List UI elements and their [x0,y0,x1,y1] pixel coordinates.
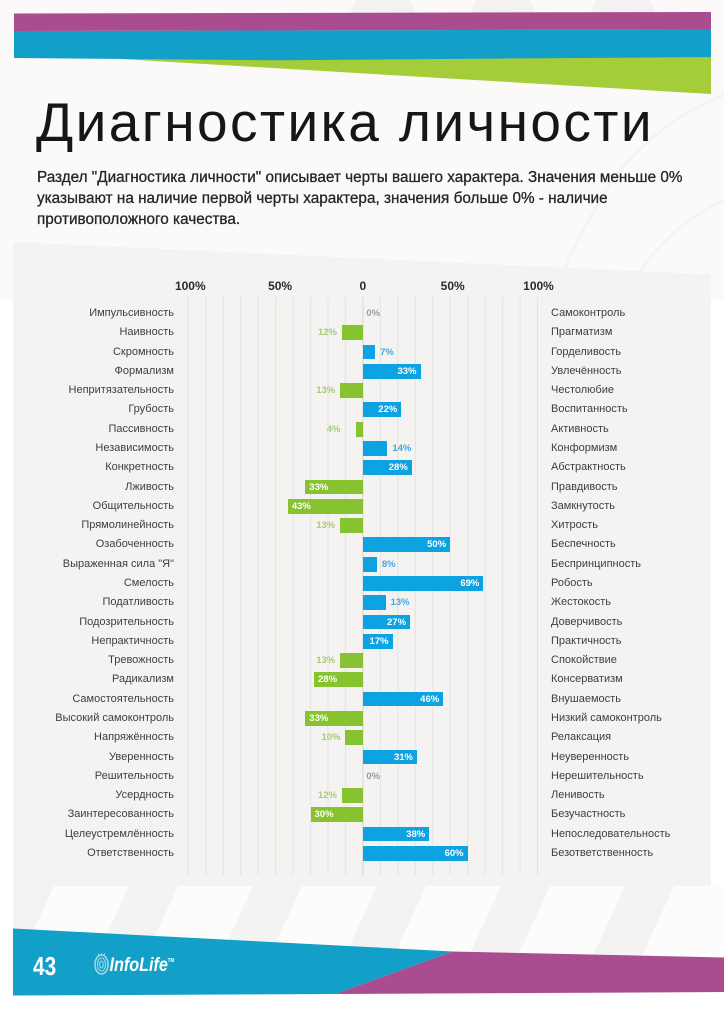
svg-text:InfoLife: InfoLife [110,954,168,976]
svg-text:TM: TM [168,958,175,965]
